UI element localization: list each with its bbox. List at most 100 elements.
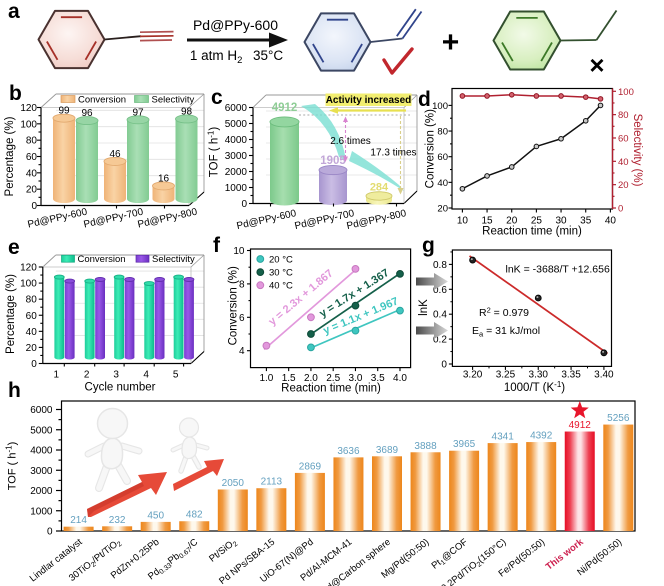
svg-text:2.6 times: 2.6 times [330, 136, 371, 147]
svg-text:0.2: 0.2 [433, 335, 447, 346]
svg-text:1.0: 1.0 [259, 373, 273, 384]
svg-text:4912: 4912 [569, 420, 592, 431]
svg-text:2113: 2113 [261, 477, 283, 488]
svg-text:a: a [8, 0, 20, 23]
svg-text:10: 10 [457, 216, 469, 227]
svg-text:Cycle number: Cycle number [85, 382, 156, 394]
svg-text:Percentage (%): Percentage (%) [4, 116, 16, 196]
svg-text:3.35: 3.35 [561, 370, 581, 381]
svg-text:TOF ( h-1): TOF ( h-1) [5, 442, 19, 491]
svg-text:40: 40 [618, 157, 629, 168]
svg-text:5256: 5256 [607, 413, 630, 424]
svg-text:4000: 4000 [225, 135, 248, 146]
svg-text:2: 2 [84, 370, 90, 381]
svg-text:Ea = 31 kJ/mol: Ea = 31 kJ/mol [472, 325, 540, 339]
svg-text:Activity increased: Activity increased [326, 95, 412, 106]
svg-text:35: 35 [580, 216, 592, 227]
svg-text:3000: 3000 [225, 151, 248, 162]
svg-text:Conversion: Conversion [78, 95, 126, 106]
svg-text:Conversion (%): Conversion (%) [425, 109, 437, 188]
svg-text:80: 80 [26, 136, 38, 147]
svg-text:Selectivity (%): Selectivity (%) [631, 114, 643, 187]
svg-text:30: 30 [555, 216, 567, 227]
svg-text:3000: 3000 [30, 466, 53, 477]
svg-text:R2 = 0.979: R2 = 0.979 [479, 306, 529, 320]
svg-text:Percentage (%): Percentage (%) [5, 274, 17, 354]
svg-text:40: 40 [26, 168, 38, 179]
svg-text:3.25: 3.25 [496, 370, 516, 381]
svg-text:20: 20 [26, 185, 38, 196]
svg-text:120: 120 [20, 103, 37, 114]
svg-text:214: 214 [70, 515, 87, 526]
svg-text:100: 100 [618, 87, 634, 98]
svg-text:0.4: 0.4 [433, 310, 447, 321]
svg-text:+: + [442, 26, 460, 59]
svg-text:2050: 2050 [222, 478, 245, 489]
svg-text:3636: 3636 [337, 446, 360, 457]
svg-text:60: 60 [437, 152, 448, 163]
svg-text:0: 0 [618, 204, 623, 215]
svg-text:lnK: lnK [418, 299, 430, 316]
svg-text:2869: 2869 [299, 461, 322, 472]
svg-text:Pd@PPy-600: Pd@PPy-600 [236, 208, 298, 232]
svg-text:0: 0 [31, 201, 37, 212]
svg-text:80: 80 [437, 127, 448, 138]
svg-text:3.20: 3.20 [463, 370, 483, 381]
svg-text:b: b [9, 82, 22, 105]
svg-text:Selectivity: Selectivity [152, 254, 195, 265]
svg-text:15: 15 [482, 216, 494, 227]
svg-text:4: 4 [239, 346, 245, 357]
svg-text:h: h [8, 379, 21, 402]
svg-text:60: 60 [618, 133, 629, 144]
svg-text:Pd@PPy-700: Pd@PPy-700 [83, 207, 145, 231]
svg-text:6000: 6000 [30, 405, 53, 416]
svg-text:0: 0 [441, 360, 447, 371]
svg-text:2.5: 2.5 [326, 373, 340, 384]
svg-text:Selectivity: Selectivity [152, 95, 195, 106]
svg-text:97: 97 [132, 107, 144, 118]
svg-text:10: 10 [233, 246, 245, 257]
svg-text:4341: 4341 [492, 432, 515, 443]
svg-text:5000: 5000 [30, 425, 53, 436]
svg-text:6: 6 [239, 313, 245, 324]
svg-text:60: 60 [26, 152, 38, 163]
svg-text:Pd@PPy-800: Pd@PPy-800 [346, 208, 408, 232]
svg-text:0.8: 0.8 [433, 260, 447, 271]
svg-text:100: 100 [20, 119, 37, 130]
svg-text:lnK = -3688/T +12.656: lnK = -3688/T +12.656 [506, 264, 610, 276]
svg-text:25: 25 [531, 216, 543, 227]
svg-text:16: 16 [158, 173, 170, 184]
svg-text:60: 60 [26, 311, 38, 322]
svg-text:3.0: 3.0 [349, 373, 363, 384]
svg-text:1000: 1000 [30, 506, 53, 517]
svg-text:1000: 1000 [225, 183, 248, 194]
svg-text:3888: 3888 [414, 441, 437, 452]
svg-text:46: 46 [109, 149, 121, 160]
svg-text:Reaction time (min): Reaction time (min) [482, 226, 582, 238]
svg-text:4912: 4912 [272, 102, 298, 114]
svg-text:6000: 6000 [225, 103, 248, 114]
svg-text:98: 98 [181, 106, 193, 117]
svg-text:2000: 2000 [30, 486, 53, 497]
svg-text:3.30: 3.30 [529, 370, 549, 381]
svg-text:8: 8 [239, 279, 245, 290]
svg-text:20: 20 [437, 204, 448, 215]
svg-text:Pt/SiO2: Pt/SiO2 [207, 537, 239, 566]
svg-text:450: 450 [147, 510, 164, 521]
svg-text:4000: 4000 [30, 446, 53, 457]
svg-text:f: f [213, 234, 221, 257]
svg-text:80: 80 [26, 295, 38, 306]
svg-text:1: 1 [54, 370, 60, 381]
svg-text:3689: 3689 [376, 445, 399, 456]
svg-text:0.2Pd/TiO2(150°C): 0.2Pd/TiO2(150°C) [439, 537, 509, 586]
svg-text:3.5: 3.5 [371, 373, 385, 384]
svg-text:1.5: 1.5 [282, 373, 296, 384]
svg-text:3965: 3965 [453, 439, 476, 450]
svg-text:284: 284 [370, 182, 389, 194]
svg-text:Reaction time (min): Reaction time (min) [281, 383, 381, 395]
svg-text:4: 4 [143, 370, 149, 381]
svg-text:40 °C: 40 °C [269, 281, 293, 292]
svg-text:g: g [422, 234, 435, 257]
svg-text:Pd@PPy-800: Pd@PPy-800 [137, 207, 199, 231]
svg-text:d: d [418, 88, 431, 111]
